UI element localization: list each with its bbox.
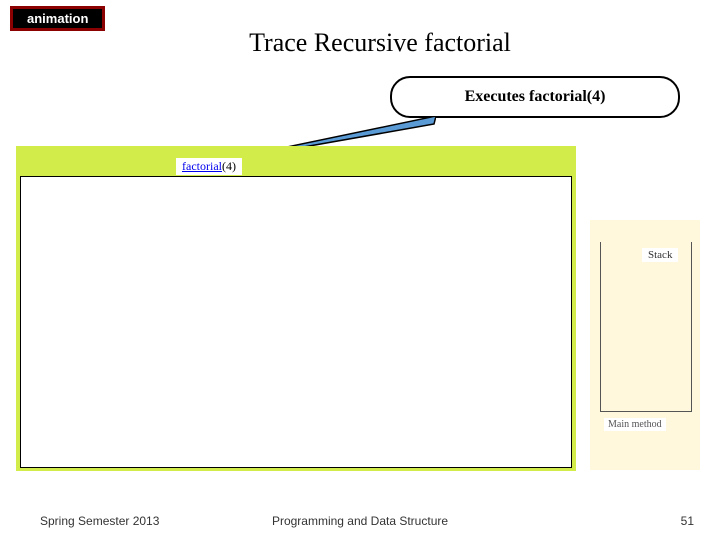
footer-page-number: 51 [681,514,694,528]
diagram-area: factorial(4) [16,146,576,471]
footer-center: Programming and Data Structure [0,514,720,528]
slide-container: animation Trace Recursive factorial Exec… [0,0,720,540]
diagram-overlay-panel [20,176,572,468]
factorial-fn-args: (4) [222,159,236,173]
factorial-call-label: factorial(4) [176,158,242,175]
factorial-fn-name: factorial [182,159,222,173]
stack-bottom-frame-label: Main method [604,418,666,431]
stack-box [600,242,692,412]
callout-text: Executes factorial(4) [465,88,606,106]
stack-area: Stack Main method [590,220,700,470]
animation-badge-text: animation [27,11,88,26]
slide-title: Trace Recursive factorial [0,28,720,58]
callout-bubble: Executes factorial(4) [390,76,680,118]
stack-label: Stack [642,248,678,262]
